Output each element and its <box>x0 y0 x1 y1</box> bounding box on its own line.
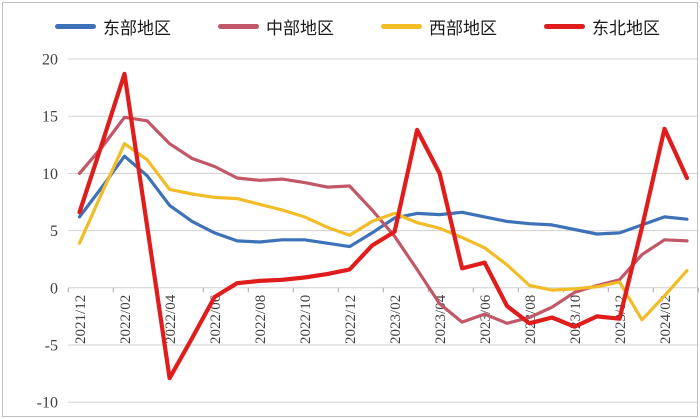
series-line-northeast <box>77 71 690 381</box>
series-line-west <box>77 142 689 322</box>
legend-item-west: 西部地区 <box>381 14 497 39</box>
y-axis-label: 20 <box>42 52 58 69</box>
legend-item-east: 东部地区 <box>55 14 171 39</box>
x-axis-label: 2023/02 <box>388 295 404 344</box>
legend-label-east: 东部地区 <box>103 19 171 38</box>
series-line-east <box>77 154 689 249</box>
x-axis-label: 2023/04 <box>433 294 449 344</box>
x-axis-label: 2022/02 <box>118 295 134 344</box>
legend-label-northeast: 东北地区 <box>592 19 660 38</box>
y-axis-label: -5 <box>45 338 58 355</box>
y-axis-label: -10 <box>37 395 58 412</box>
legend-swatch-central <box>218 24 259 29</box>
legend-item-central: 中部地区 <box>218 14 334 39</box>
series-line-central <box>77 115 689 325</box>
legend-label-west: 西部地区 <box>429 19 497 38</box>
x-axis-label: 2022/08 <box>253 295 269 344</box>
x-axis-label: 2022/12 <box>343 295 359 344</box>
y-axis-label: 15 <box>42 109 58 126</box>
x-axis-label: 2023/06 <box>478 294 494 344</box>
y-axis-label: 0 <box>50 280 58 297</box>
legend-item-northeast: 东北地区 <box>544 14 660 39</box>
legend: 东部地区 中部地区 西部地区 东北地区 <box>55 14 700 39</box>
x-axis-label: 2022/04 <box>163 294 179 344</box>
x-axis-label: 2023/10 <box>568 295 584 344</box>
x-axis-label: 2024/02 <box>658 295 674 344</box>
legend-swatch-west <box>381 24 422 29</box>
x-axis-label: 2022/06 <box>208 294 224 344</box>
y-axis-label: 10 <box>42 166 58 183</box>
legend-swatch-northeast <box>544 24 585 29</box>
x-axis-label: 2021/12 <box>73 295 89 344</box>
x-axis-label: 2023/08 <box>523 295 539 344</box>
y-axis-label: 5 <box>50 223 58 240</box>
legend-label-central: 中部地区 <box>266 19 334 38</box>
x-axis-label: 2022/10 <box>298 295 314 344</box>
legend-swatch-east <box>55 24 96 29</box>
